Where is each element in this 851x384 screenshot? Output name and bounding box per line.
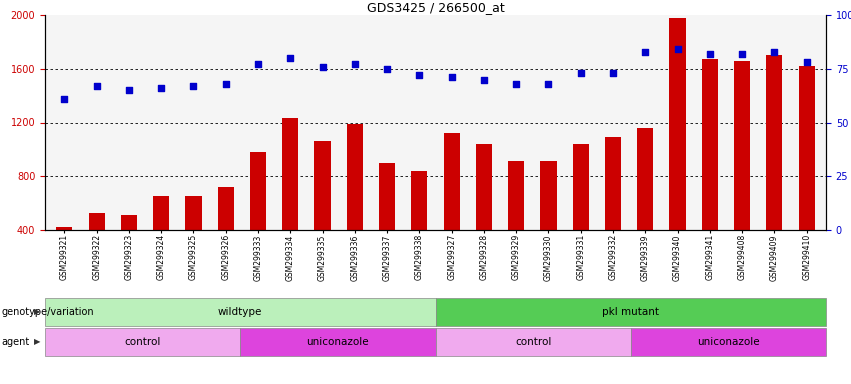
Text: wildtype: wildtype <box>218 307 262 317</box>
Point <box>477 76 491 83</box>
Point <box>154 85 168 91</box>
Text: ▶: ▶ <box>34 338 41 346</box>
Point <box>251 61 265 68</box>
Bar <box>670 18 686 284</box>
Point <box>703 51 717 57</box>
Point <box>638 48 652 55</box>
Point <box>186 83 200 89</box>
Point <box>380 66 394 72</box>
Bar <box>89 212 105 284</box>
Bar <box>540 161 557 284</box>
Bar <box>411 171 427 284</box>
Point <box>768 48 781 55</box>
Bar <box>702 60 718 284</box>
Point <box>413 72 426 78</box>
Text: control: control <box>515 337 551 347</box>
Text: control: control <box>124 337 161 347</box>
Bar <box>436 298 826 326</box>
Bar <box>631 328 826 356</box>
Point <box>735 51 749 57</box>
Point <box>800 59 814 65</box>
Bar <box>476 144 492 284</box>
Bar <box>153 196 169 284</box>
Text: uniconazole: uniconazole <box>697 337 760 347</box>
Bar <box>56 227 72 284</box>
Point <box>122 87 135 93</box>
Bar <box>283 119 299 284</box>
Bar <box>346 124 363 284</box>
Title: GDS3425 / 266500_at: GDS3425 / 266500_at <box>367 1 505 14</box>
Bar <box>250 152 266 284</box>
Text: pkl mutant: pkl mutant <box>603 307 660 317</box>
Point <box>348 61 362 68</box>
Text: ▶: ▶ <box>34 308 41 316</box>
Bar <box>121 215 137 284</box>
Point <box>574 70 587 76</box>
Point <box>219 81 232 87</box>
Bar <box>443 133 460 284</box>
Point <box>606 70 620 76</box>
Bar <box>766 55 782 284</box>
Bar <box>605 137 621 284</box>
Point <box>445 74 459 80</box>
Text: agent: agent <box>2 337 30 347</box>
Point <box>283 55 297 61</box>
Point <box>671 46 684 53</box>
Point <box>58 96 71 102</box>
Point <box>510 81 523 87</box>
Bar <box>45 298 436 326</box>
Bar <box>379 163 395 284</box>
Bar <box>240 328 436 356</box>
Bar <box>508 161 524 284</box>
Bar <box>186 196 202 284</box>
Bar <box>45 328 240 356</box>
Bar <box>734 61 751 284</box>
Point <box>316 63 329 70</box>
Bar <box>637 128 654 284</box>
Bar <box>315 141 331 284</box>
Text: genotype/variation: genotype/variation <box>2 307 94 317</box>
Point <box>541 81 555 87</box>
Bar <box>573 144 589 284</box>
Point <box>90 83 104 89</box>
Bar <box>436 328 631 356</box>
Bar <box>798 66 814 284</box>
Bar <box>218 187 234 284</box>
Text: uniconazole: uniconazole <box>306 337 369 347</box>
